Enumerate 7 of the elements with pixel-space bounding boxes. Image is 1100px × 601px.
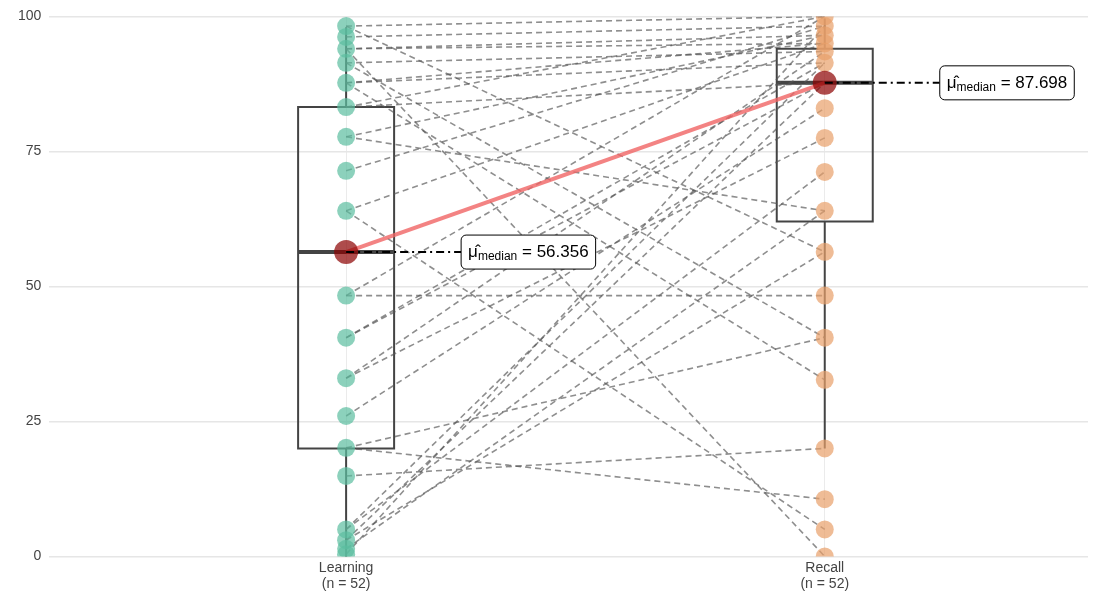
x-tick-label: Recall (n = 52): [800, 558, 850, 592]
y-tick-label: 50: [25, 277, 42, 294]
x-tick-label: Learning (n = 52): [318, 558, 374, 592]
y-tick-label: 0: [33, 547, 42, 564]
y-tick-label: 25: [25, 412, 42, 429]
y-tick-label: 100: [18, 7, 42, 24]
y-tick-label: 75: [25, 142, 42, 159]
